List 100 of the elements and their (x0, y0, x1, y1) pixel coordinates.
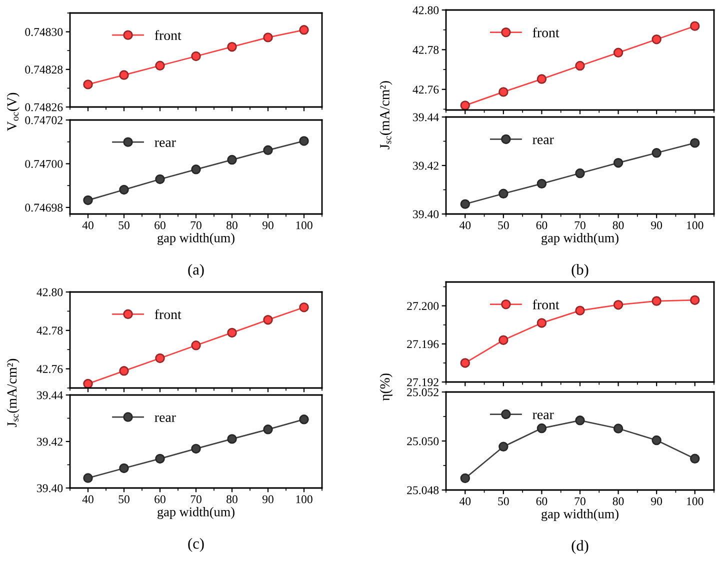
y-tick-label: 0.74702 (25, 116, 62, 124)
text: (d) (572, 540, 588, 554)
y-axis-title: η(%) (380, 374, 392, 401)
point (191, 444, 201, 454)
point (652, 34, 662, 44)
text: (c) (188, 538, 204, 552)
y-tick-label: 25.050 (407, 437, 439, 446)
y-axis-title: V$_{oc}$(V) (6, 92, 20, 132)
legend-label: rear (532, 138, 554, 144)
x-tick-label: 50 (498, 497, 509, 506)
point (299, 414, 309, 424)
point (299, 302, 309, 312)
x-tick-label: 90 (651, 221, 662, 230)
y-tick-label: 39.40 (413, 210, 439, 218)
x-tick-label: 100 (296, 221, 312, 230)
y-tick-label: 39.40 (37, 484, 63, 492)
point (227, 42, 237, 52)
point (227, 328, 237, 338)
point (83, 195, 93, 206)
point (498, 335, 508, 345)
point (460, 199, 470, 209)
y-tick-label: 42.80 (36, 288, 63, 296)
point (299, 25, 309, 35)
x-tick-label: 50 (118, 495, 130, 504)
point (191, 340, 201, 350)
y-tick-label: 42.76 (412, 86, 439, 94)
legend-label: front (154, 309, 182, 320)
point (536, 178, 547, 189)
point (575, 416, 585, 426)
y-tick-label: 39.42 (413, 162, 438, 170)
x-tick-label: 40 (459, 497, 471, 506)
legend-label: front (154, 30, 182, 40)
point (155, 60, 165, 70)
x-tick-label: 60 (536, 497, 548, 506)
point (652, 148, 662, 158)
point (575, 168, 585, 178)
point (536, 74, 547, 84)
y-tick-label: 27.192 (407, 378, 438, 386)
y-tick-label: 39.44 (413, 113, 439, 122)
point (690, 454, 700, 464)
y-tick-label: 42.80 (412, 6, 439, 14)
x-axis-title: gap width(um) (542, 509, 618, 522)
x-tick-label: 60 (536, 221, 548, 230)
point (652, 296, 662, 306)
point (263, 314, 273, 325)
point (613, 158, 624, 168)
point (575, 60, 585, 71)
x-tick-label: 70 (574, 221, 586, 230)
x-tick-label: 50 (118, 221, 130, 230)
point (227, 434, 237, 444)
x-tick-label: 90 (651, 497, 662, 506)
y-tick-label: 39.44 (37, 391, 63, 400)
y-tick-label: 42.76 (36, 365, 63, 374)
point (613, 300, 624, 310)
point (536, 423, 547, 434)
point (263, 424, 273, 434)
x-tick-label: 100 (296, 495, 312, 504)
point (690, 295, 700, 305)
point (652, 435, 662, 446)
point (83, 378, 93, 388)
text: (a) (188, 264, 204, 278)
y-tick-label: 27.196 (407, 340, 439, 348)
point (83, 80, 93, 90)
point (263, 145, 273, 156)
x-tick-label: 40 (459, 221, 471, 230)
point (155, 454, 165, 464)
y-tick-label: 0.74828 (25, 66, 63, 74)
legend-label: rear (532, 412, 554, 420)
point (191, 51, 201, 62)
x-tick-label: 100 (687, 221, 704, 230)
x-tick-label: 80 (612, 221, 624, 230)
y-tick-label: 0.74826 (25, 103, 63, 112)
x-tick-label: 90 (262, 221, 274, 230)
point (613, 48, 624, 58)
y-axis-title: J$_{sc}$(mA/cm²) (380, 81, 392, 150)
y-tick-label: 0.74830 (25, 28, 63, 36)
x-tick-label: 40 (82, 495, 94, 504)
y-tick-label: 25.052 (407, 388, 438, 396)
x-tick-label: 70 (190, 495, 202, 504)
y-tick-label: 0.74700 (25, 160, 63, 168)
x-axis-title: gap width(um) (158, 507, 234, 520)
point (299, 136, 309, 146)
x-axis-title: gap width(um) (542, 233, 618, 246)
point (460, 100, 470, 110)
point (460, 473, 470, 484)
x-tick-label: 90 (262, 495, 274, 504)
legend-label: front (532, 299, 560, 310)
point (690, 21, 700, 31)
point (263, 32, 273, 42)
point (536, 318, 547, 328)
point (119, 70, 129, 80)
legend-label: front (532, 27, 560, 38)
y-tick-label: 39.42 (37, 438, 62, 446)
point (155, 353, 165, 364)
y-tick-label: 27.200 (407, 302, 439, 310)
x-tick-label: 50 (498, 221, 509, 230)
y-tick-label: 25.048 (407, 486, 439, 494)
y-axis-title: J$_{sc}$(mA/cm²) (6, 358, 20, 428)
point (575, 306, 585, 316)
point (460, 358, 470, 368)
